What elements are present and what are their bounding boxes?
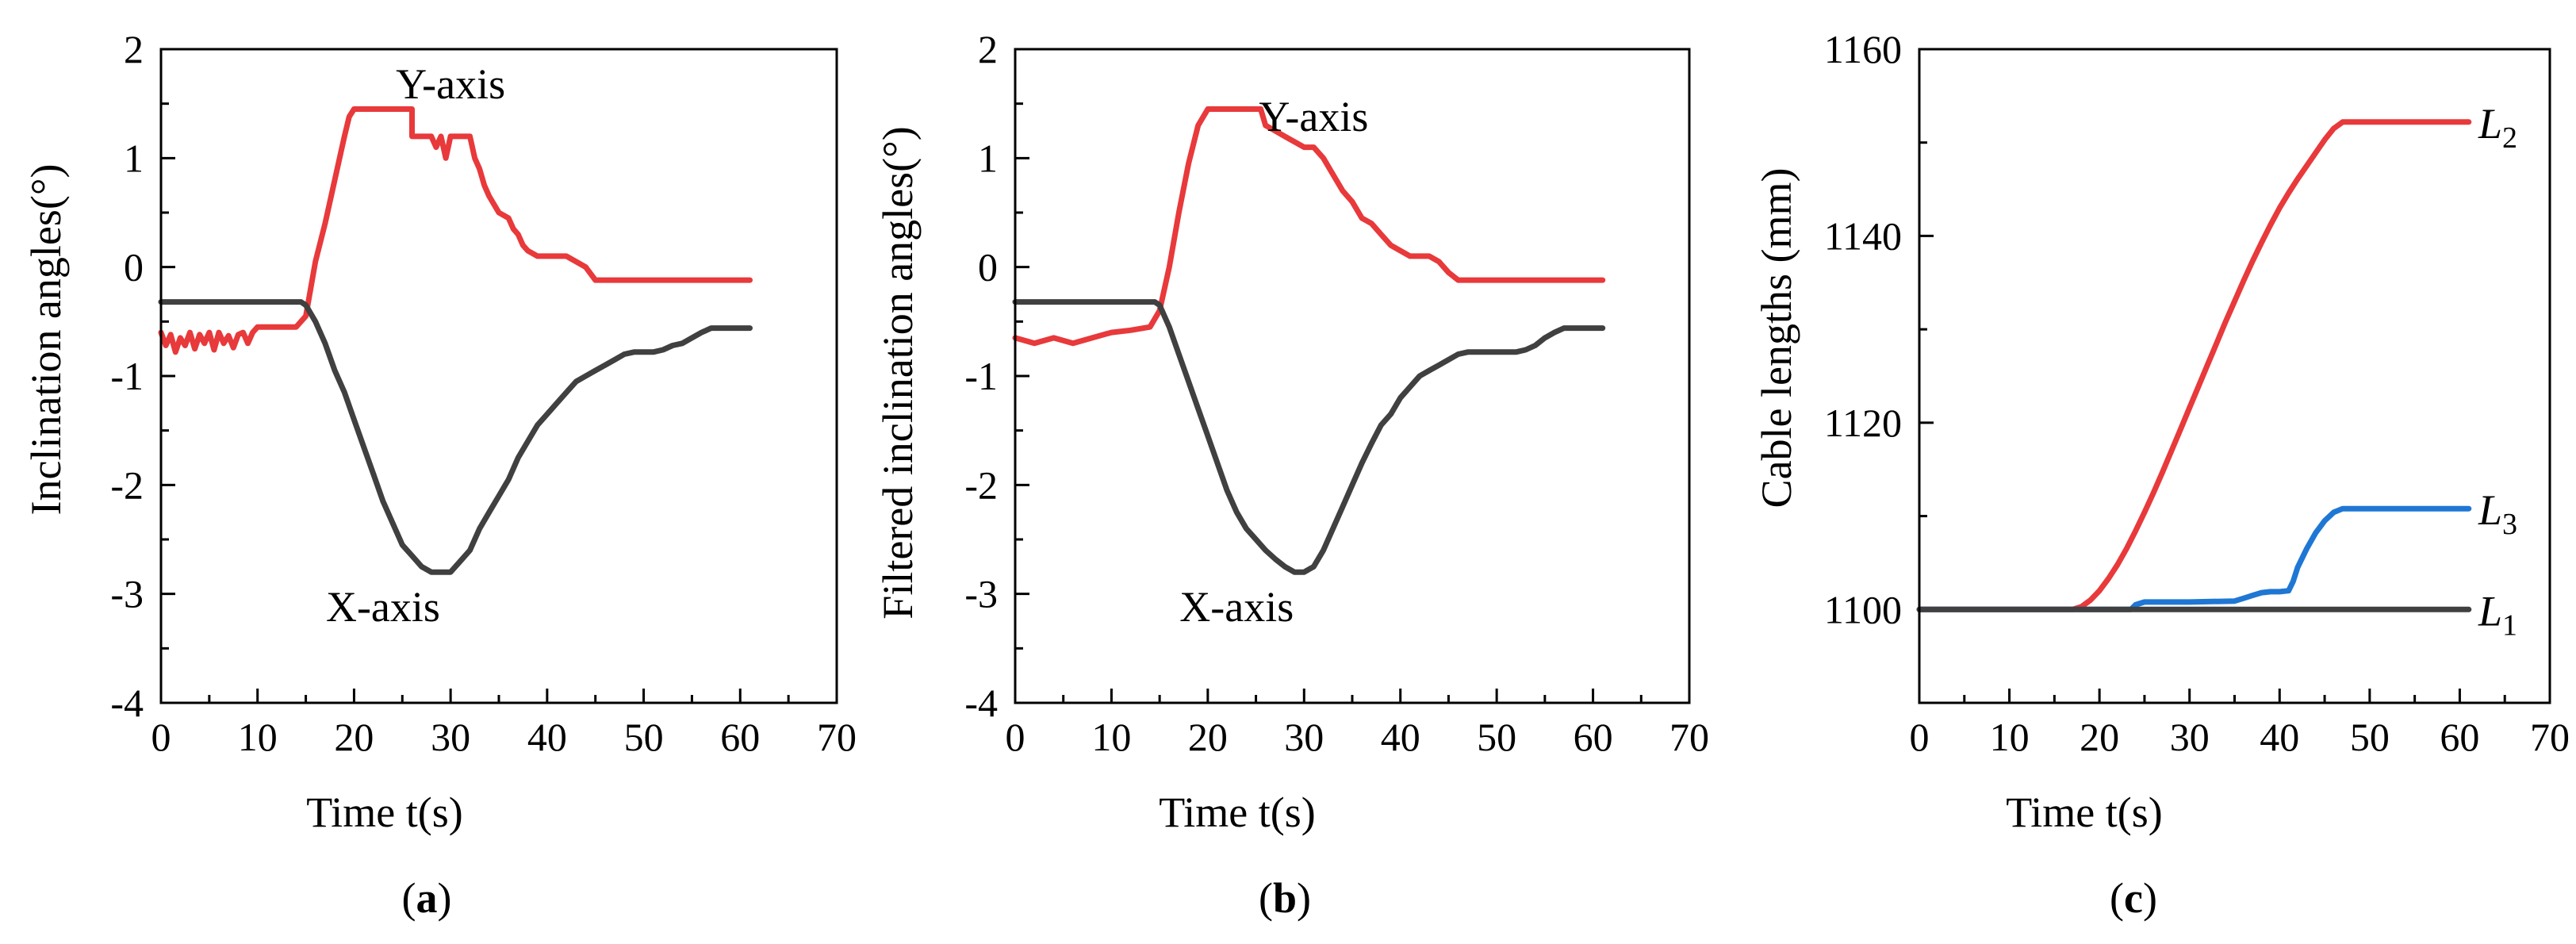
x-tick-label: 0 [1006, 715, 1025, 759]
panel-label-letter: b [1273, 874, 1297, 922]
y-tick-label: 1100 [1824, 587, 1902, 631]
x-axis-title: Time t(s) [306, 789, 463, 836]
y-tick-label: -2 [964, 462, 998, 507]
series-line-x-axis [1012, 299, 1606, 575]
panel-label-letter: c [2124, 874, 2143, 922]
y-tick-label: 0 [124, 245, 144, 290]
series-line-l3 [1916, 505, 2472, 612]
annotation-x-axis: X-axis [326, 583, 440, 631]
y-tick-label: -3 [110, 572, 144, 616]
series-label-l2: L2 [2478, 100, 2517, 155]
y-tick-label: -1 [964, 354, 998, 398]
x-tick-label: 0 [151, 715, 171, 759]
x-tick-label: 70 [1669, 715, 1709, 759]
x-tick-label: 40 [527, 715, 567, 759]
x-tick-label: 30 [431, 715, 470, 759]
panel-label-b: (b) [1259, 874, 1311, 922]
panel-label-c: (c) [2110, 874, 2157, 922]
x-tick-label: 50 [2350, 715, 2390, 759]
series-line-x-axis [158, 299, 753, 575]
x-tick-label: 40 [2260, 715, 2299, 759]
y-tick-label: 1160 [1824, 27, 1902, 71]
x-axis-title: Time t(s) [1159, 789, 1316, 836]
y-tick-label: 1 [124, 136, 144, 180]
x-tick-label: 30 [2170, 715, 2210, 759]
x-tick-label: 20 [1188, 715, 1228, 759]
plot-frame [1918, 48, 2551, 704]
x-tick-label: 50 [1477, 715, 1516, 759]
series-label-l1: L1 [2478, 587, 2517, 642]
x-tick-label: 60 [2440, 715, 2479, 759]
x-tick-label: 20 [334, 715, 374, 759]
y-tick-label: -1 [110, 354, 144, 398]
y-tick-label: 1 [978, 136, 998, 180]
y-tick-label: 1140 [1824, 213, 1902, 258]
y-tick-label: 1120 [1824, 401, 1902, 445]
x-tick-label: 70 [2530, 715, 2570, 759]
y-axis-title: Cable lengths (mm) [1753, 168, 1800, 508]
x-tick-label: 60 [1574, 715, 1613, 759]
y-tick-label: 0 [978, 245, 998, 290]
y-axis-title: Filtered inclination angles(°) [874, 126, 922, 619]
panel-label-letter: a [416, 874, 438, 922]
y-tick-label: -3 [964, 572, 998, 616]
series-line-l2 [1916, 119, 2472, 612]
y-tick-label: -4 [964, 681, 998, 725]
plot-frame [159, 48, 838, 704]
x-tick-label: 10 [1990, 715, 2030, 759]
x-tick-label: 70 [817, 715, 857, 759]
x-tick-label: 10 [238, 715, 278, 759]
chart-panel-a: Inclination angles(°) Time t(s) (a) 0 10 2… [22, 27, 857, 922]
y-axis-title: Inclination angles(°) [22, 164, 70, 516]
y-tick-label: 2 [124, 27, 144, 71]
chart-panel-c: Cable lengths (mm) Time t(s) (c) 0 10 20 30… [1753, 27, 2570, 922]
chart-panel-b: Filtered inclination angles(°) Time t(s)… [874, 27, 1709, 922]
annotation-y-axis: Y-axis [1259, 93, 1368, 140]
annotation-y-axis: Y-axis [396, 60, 505, 108]
x-tick-label: 60 [720, 715, 760, 759]
x-tick-label: 0 [1910, 715, 1930, 759]
plot-frame [1014, 48, 1691, 704]
x-tick-label: 20 [2080, 715, 2119, 759]
x-tick-label: 50 [624, 715, 664, 759]
x-tick-label: 40 [1381, 715, 1420, 759]
series-label-l3: L3 [2478, 486, 2517, 541]
series-line-y-axis [1012, 106, 1606, 347]
y-tick-label: -4 [110, 681, 144, 725]
x-tick-label: 10 [1091, 715, 1131, 759]
y-tick-label: 2 [978, 27, 998, 71]
y-tick-label: -2 [110, 462, 144, 507]
x-axis-title: Time t(s) [2006, 789, 2163, 836]
x-tick-label: 30 [1284, 715, 1324, 759]
panel-label-a: (a) [402, 874, 452, 922]
series-line-y-axis [158, 106, 753, 355]
annotation-x-axis: X-axis [1179, 583, 1294, 631]
